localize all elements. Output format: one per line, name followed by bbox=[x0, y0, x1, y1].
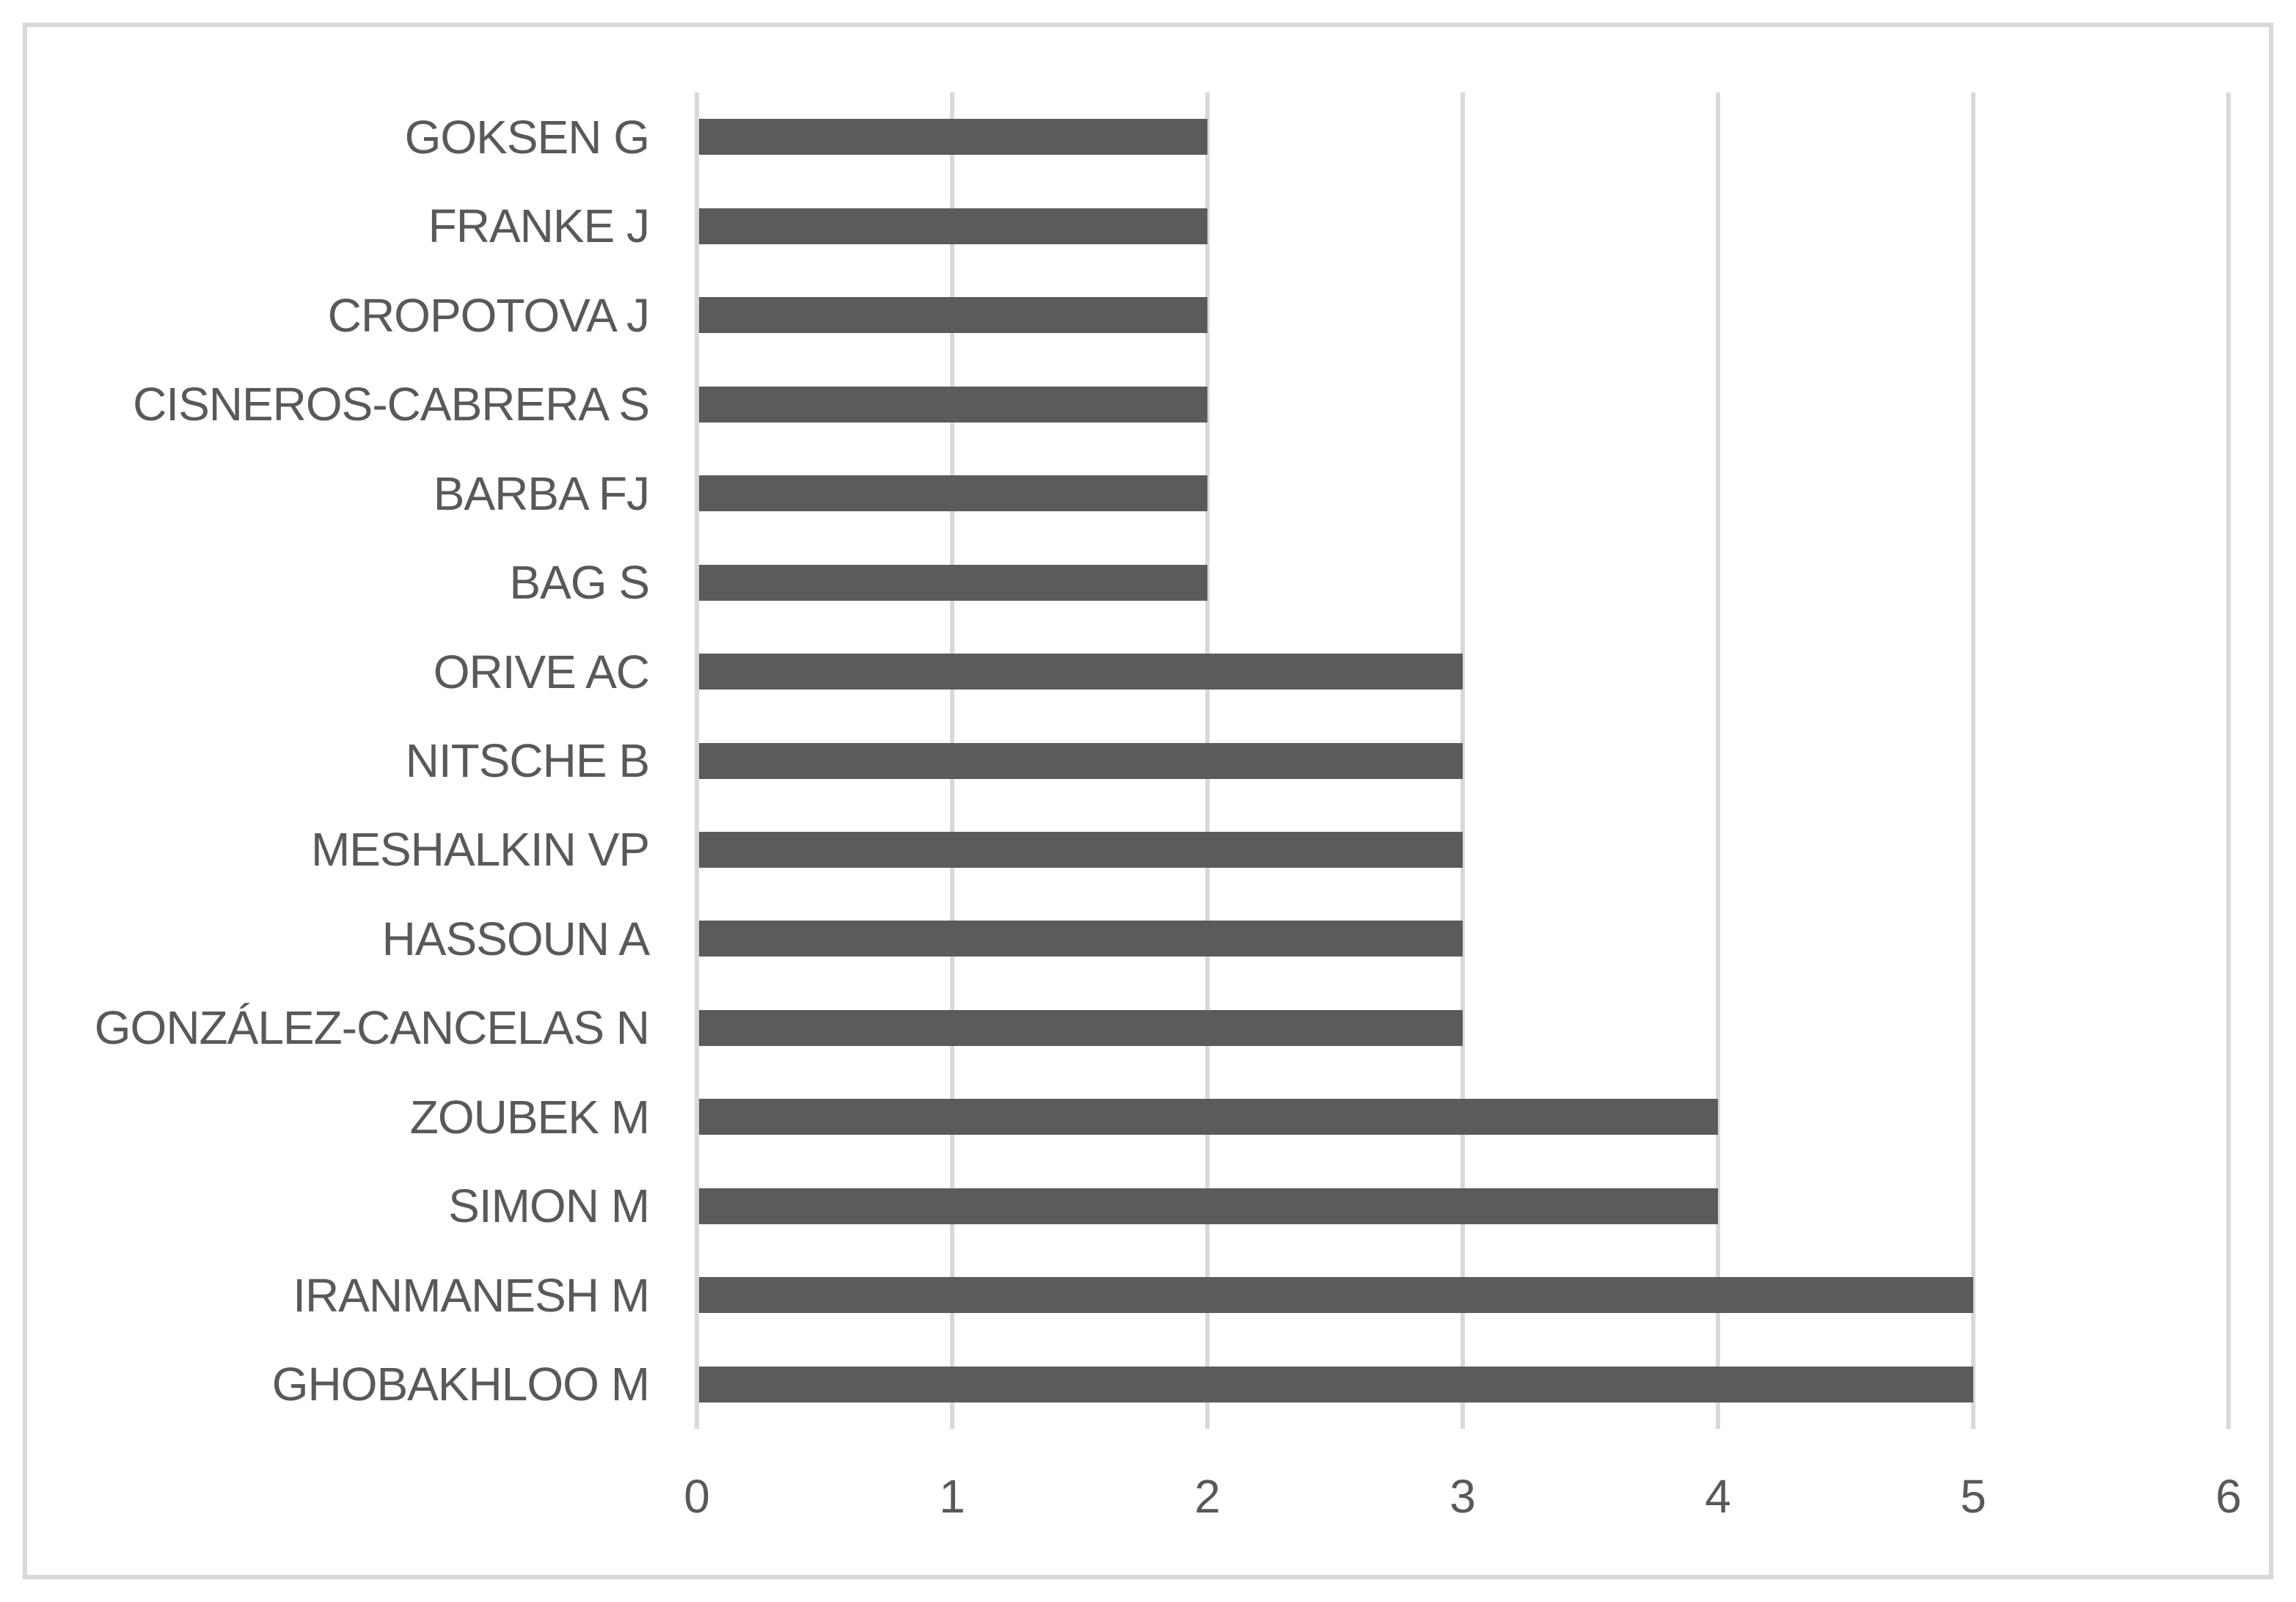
x-tick-label: 4 bbox=[1705, 1470, 1731, 1523]
bar-gonz-lez-cancelas-n bbox=[699, 1010, 1463, 1046]
x-tick-label: 0 bbox=[684, 1470, 710, 1523]
x-tick-label: 1 bbox=[939, 1470, 965, 1523]
bar-orive-ac bbox=[699, 654, 1463, 690]
gridline-x6 bbox=[2226, 92, 2231, 1429]
bar-hassoun-a bbox=[699, 921, 1463, 957]
x-tick-label: 3 bbox=[1449, 1470, 1476, 1523]
bar-goksen-g bbox=[699, 119, 1207, 155]
category-label: MESHALKIN VP bbox=[310, 823, 650, 876]
category-label: BAG S bbox=[509, 556, 650, 609]
category-label: FRANKE J bbox=[428, 200, 650, 252]
category-label: ORIVE AC bbox=[433, 645, 650, 698]
chart-border bbox=[23, 23, 2273, 1579]
bar-ghobakhloo-m bbox=[699, 1367, 1973, 1402]
category-label: IRANMANESH M bbox=[293, 1269, 650, 1322]
bar-zoubek-m bbox=[699, 1099, 1718, 1135]
category-label: BARBA FJ bbox=[433, 467, 650, 520]
category-label: CROPOTOVA J bbox=[327, 289, 650, 342]
bar-simon-m bbox=[699, 1188, 1718, 1224]
bar-cisneros-cabrera-s bbox=[699, 387, 1207, 423]
gridline-x4 bbox=[1716, 92, 1720, 1429]
category-label: GONZÁLEZ-CANCELAS N bbox=[94, 1001, 650, 1054]
x-tick-label: 5 bbox=[1960, 1470, 1986, 1523]
category-label: GOKSEN G bbox=[404, 111, 650, 164]
gridline-x3 bbox=[1460, 92, 1465, 1429]
category-label: CISNEROS-CABRERA S bbox=[133, 378, 650, 431]
bar-iranmanesh-m bbox=[699, 1277, 1973, 1313]
x-tick-label: 6 bbox=[2215, 1470, 2242, 1523]
bar-barba-fj bbox=[699, 475, 1207, 511]
bar-bag-s bbox=[699, 565, 1207, 601]
category-label: GHOBAKHLOO M bbox=[271, 1358, 650, 1411]
category-label: ZOUBEK M bbox=[409, 1091, 650, 1144]
category-label: HASSOUN A bbox=[381, 912, 650, 965]
y-axis-line bbox=[695, 92, 699, 1429]
category-label: SIMON M bbox=[448, 1179, 650, 1232]
bar-meshalkin-vp bbox=[699, 832, 1463, 868]
bar-franke-j bbox=[699, 208, 1207, 244]
bar-nitsche-b bbox=[699, 743, 1463, 779]
x-tick-label: 2 bbox=[1194, 1470, 1221, 1523]
category-label: NITSCHE B bbox=[405, 734, 650, 787]
bar-cropotova-j bbox=[699, 297, 1207, 333]
gridline-x5 bbox=[1971, 92, 1975, 1429]
